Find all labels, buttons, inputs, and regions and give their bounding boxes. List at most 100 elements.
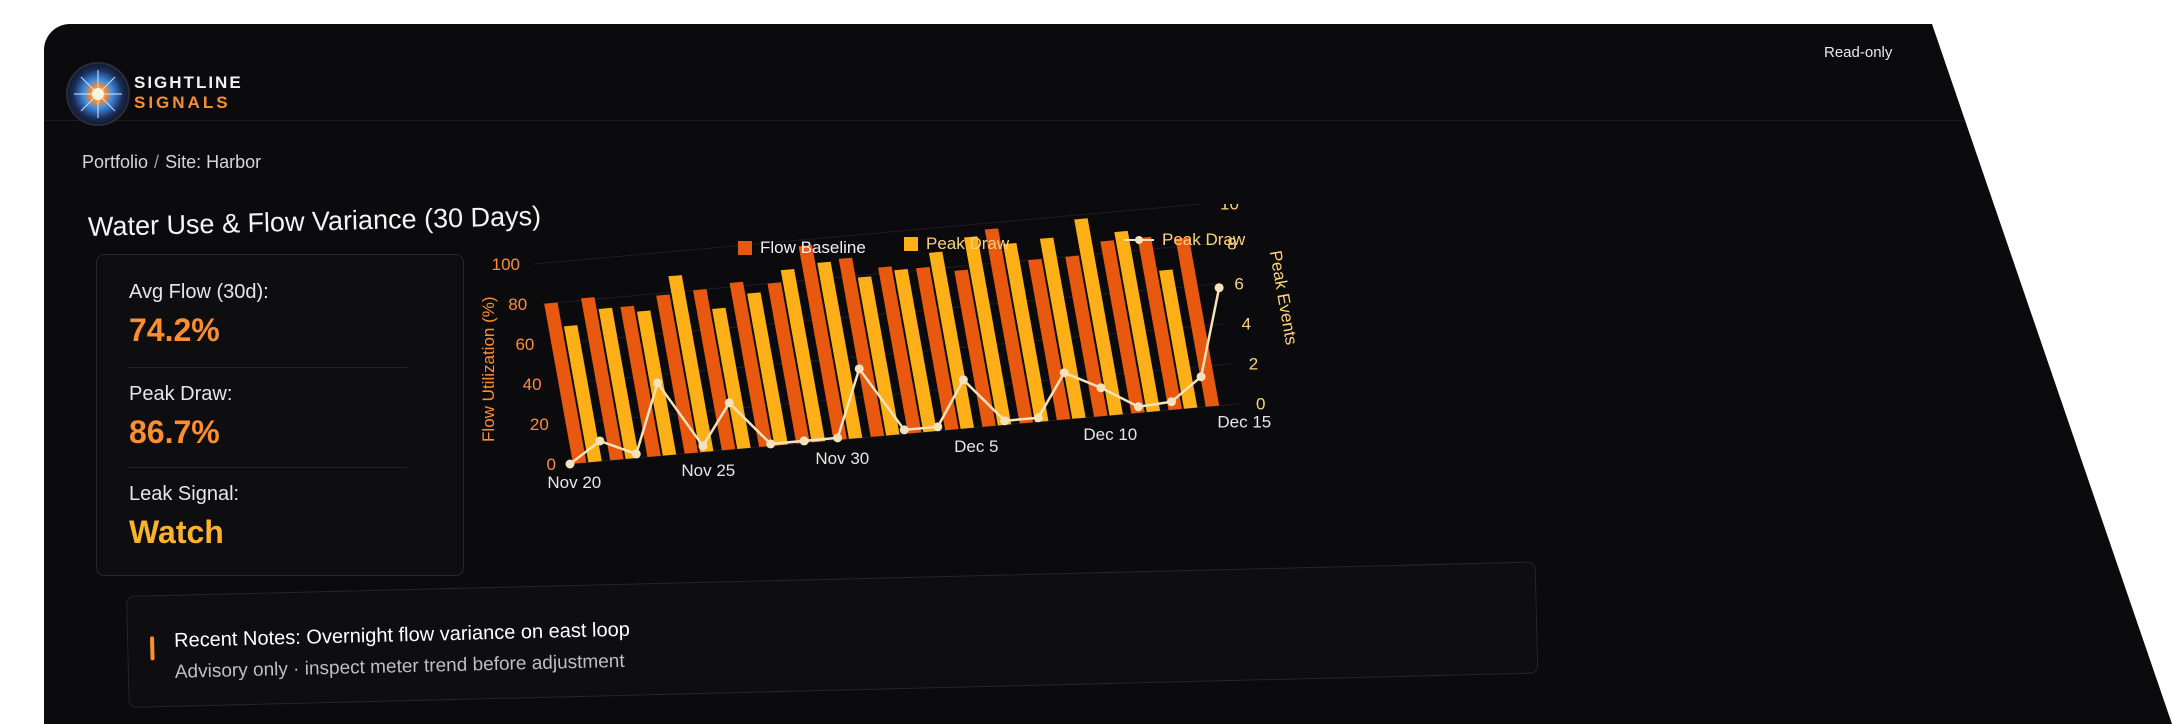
- bar-peak-draw: [894, 268, 937, 433]
- kpi-value: 74.2%: [129, 312, 220, 348]
- kpi-peak-draw: Peak Draw: 86.7%: [129, 383, 232, 451]
- line-point: [631, 449, 641, 459]
- y2-tick-label: 0: [1256, 395, 1265, 414]
- legend-item-peak-bar[interactable]: Peak Draw: [904, 234, 1009, 254]
- bar-flow-baseline: [544, 302, 587, 464]
- breadcrumb-current: Site: Harbor: [165, 152, 262, 172]
- bar-peak-draw: [598, 307, 639, 459]
- bar-peak-draw: [1159, 269, 1198, 409]
- bar-peak-draw: [747, 292, 788, 446]
- bar-flow-baseline: [1065, 255, 1108, 417]
- x-tick-label: Nov 30: [815, 449, 869, 468]
- x-tick-label: Dec 15: [1217, 413, 1271, 432]
- line-point: [1167, 397, 1177, 407]
- line-point: [1096, 383, 1106, 393]
- y-tick-label: 100: [492, 255, 520, 274]
- breadcrumb-separator: /: [154, 152, 160, 172]
- legend-swatch: [904, 237, 918, 251]
- divider: [127, 467, 407, 468]
- x-tick-label: Nov 20: [547, 473, 601, 492]
- flow-chart: 0 20 40 60 80 100 0 2 4 6 8 10 Flow Utilization (%) P…: [479, 195, 1301, 492]
- dashboard-panel: SIGHTLINE SIGNALS Read-only Portfolio / Si…: [44, 24, 2172, 724]
- legend-line-swatch: [1124, 236, 1154, 244]
- bar-flow-baseline: [984, 228, 1034, 424]
- gridline: [548, 283, 1219, 345]
- y-tick-label: 0: [547, 455, 556, 474]
- y-axis-label: Flow Utilization (%): [479, 296, 498, 441]
- bar-peak-draw: [1003, 242, 1049, 423]
- breadcrumb: Portfolio / Site: Harbor: [82, 152, 261, 173]
- x-tick-label: Nov 25: [681, 461, 735, 480]
- y-tick-label: 80: [508, 295, 527, 314]
- legend-swatch: [738, 241, 752, 255]
- kpi-card: Avg Flow (30d): 74.2% Peak Draw: 86.7% L…: [96, 254, 464, 576]
- kpi-label: Leak Signal:: [129, 483, 240, 505]
- bar-peak-draw: [780, 269, 826, 443]
- bar-flow-baseline: [729, 281, 773, 447]
- x-tick-label: Dec 5: [954, 437, 998, 456]
- kpi-value: 86.7%: [129, 414, 220, 450]
- kpi-avg-flow: Avg Flow (30d): 74.2%: [129, 281, 269, 349]
- legend-label: Flow Baseline: [760, 238, 866, 257]
- bar-flow-baseline: [878, 266, 922, 434]
- divider: [127, 367, 407, 368]
- y2-tick-label: 2: [1249, 355, 1258, 374]
- line-point: [1196, 372, 1206, 382]
- bar-peak-draw: [563, 325, 602, 463]
- y-tick-label: 60: [515, 335, 534, 354]
- bar-flow-baseline: [1100, 240, 1145, 414]
- line-point: [1000, 416, 1010, 426]
- line-point: [1133, 402, 1143, 412]
- gridline: [533, 203, 1205, 265]
- line-point: [653, 378, 663, 388]
- y2-tick-label: 8: [1227, 235, 1236, 254]
- line-point: [766, 439, 776, 449]
- recent-notes: Recent Notes: Overnight flow variance on…: [126, 561, 1539, 708]
- line-point: [1059, 368, 1069, 378]
- brand-subtitle: SIGNALS: [134, 93, 231, 112]
- y2-tick-label: 6: [1234, 275, 1243, 294]
- line-point: [854, 364, 864, 374]
- notes-accent-bar: [149, 636, 155, 661]
- line-point: [1033, 413, 1043, 423]
- bar-flow-baseline: [620, 305, 661, 458]
- y2-tick-label: 10: [1220, 204, 1239, 214]
- breadcrumb-root[interactable]: Portfolio: [82, 152, 149, 172]
- bar-flow-baseline: [798, 245, 847, 441]
- bar-peak-draw: [1074, 218, 1123, 416]
- legend-item-peak-line[interactable]: Peak Draw: [1124, 230, 1245, 250]
- bar-peak-draw: [857, 276, 900, 436]
- bar-flow-baseline: [767, 282, 810, 444]
- top-bar: SIGHTLINE SIGNALS Read-only: [44, 24, 2172, 126]
- x-tick-label: Dec 10: [1083, 425, 1137, 444]
- y2-tick-label: 4: [1242, 315, 1251, 334]
- line-point: [698, 441, 708, 451]
- line-point: [799, 436, 809, 446]
- legend-item-baseline[interactable]: Flow Baseline: [738, 238, 866, 258]
- line-point: [833, 433, 843, 443]
- legend-label: Peak Draw: [926, 234, 1010, 253]
- notes-title: Recent Notes: Overnight flow variance on…: [174, 619, 630, 653]
- bar-peak-draw: [1114, 230, 1161, 413]
- chart-area: Flow Baseline Peak Draw Peak Draw 0 20 40 6…: [474, 195, 1634, 624]
- brand-name: SIGHTLINE: [134, 73, 243, 92]
- gridline: [555, 323, 1226, 385]
- line-point: [1214, 283, 1224, 293]
- line-point: [958, 375, 968, 385]
- legend-label: Peak Draw: [1162, 230, 1246, 249]
- kpi-leak-signal: Leak Signal: Watch: [129, 483, 239, 551]
- bar-flow-baseline: [656, 294, 699, 454]
- gridline: [541, 243, 1212, 305]
- bar-flow-baseline: [916, 267, 959, 431]
- line-point: [933, 422, 943, 432]
- y-tick-label: 40: [523, 375, 542, 394]
- bar-flow-baseline: [581, 297, 624, 461]
- notes-text: Overnight flow variance on east loop: [306, 618, 631, 649]
- bar-flow-baseline: [1175, 237, 1220, 407]
- bar-peak-draw: [928, 251, 974, 429]
- sightline-logo-icon: [66, 62, 130, 126]
- bar-flow-baseline: [1137, 236, 1182, 411]
- kpi-label: Avg Flow (30d):: [129, 281, 269, 303]
- y2-axis-label: Peak Events: [1266, 249, 1301, 346]
- kpi-value: Watch: [129, 514, 224, 550]
